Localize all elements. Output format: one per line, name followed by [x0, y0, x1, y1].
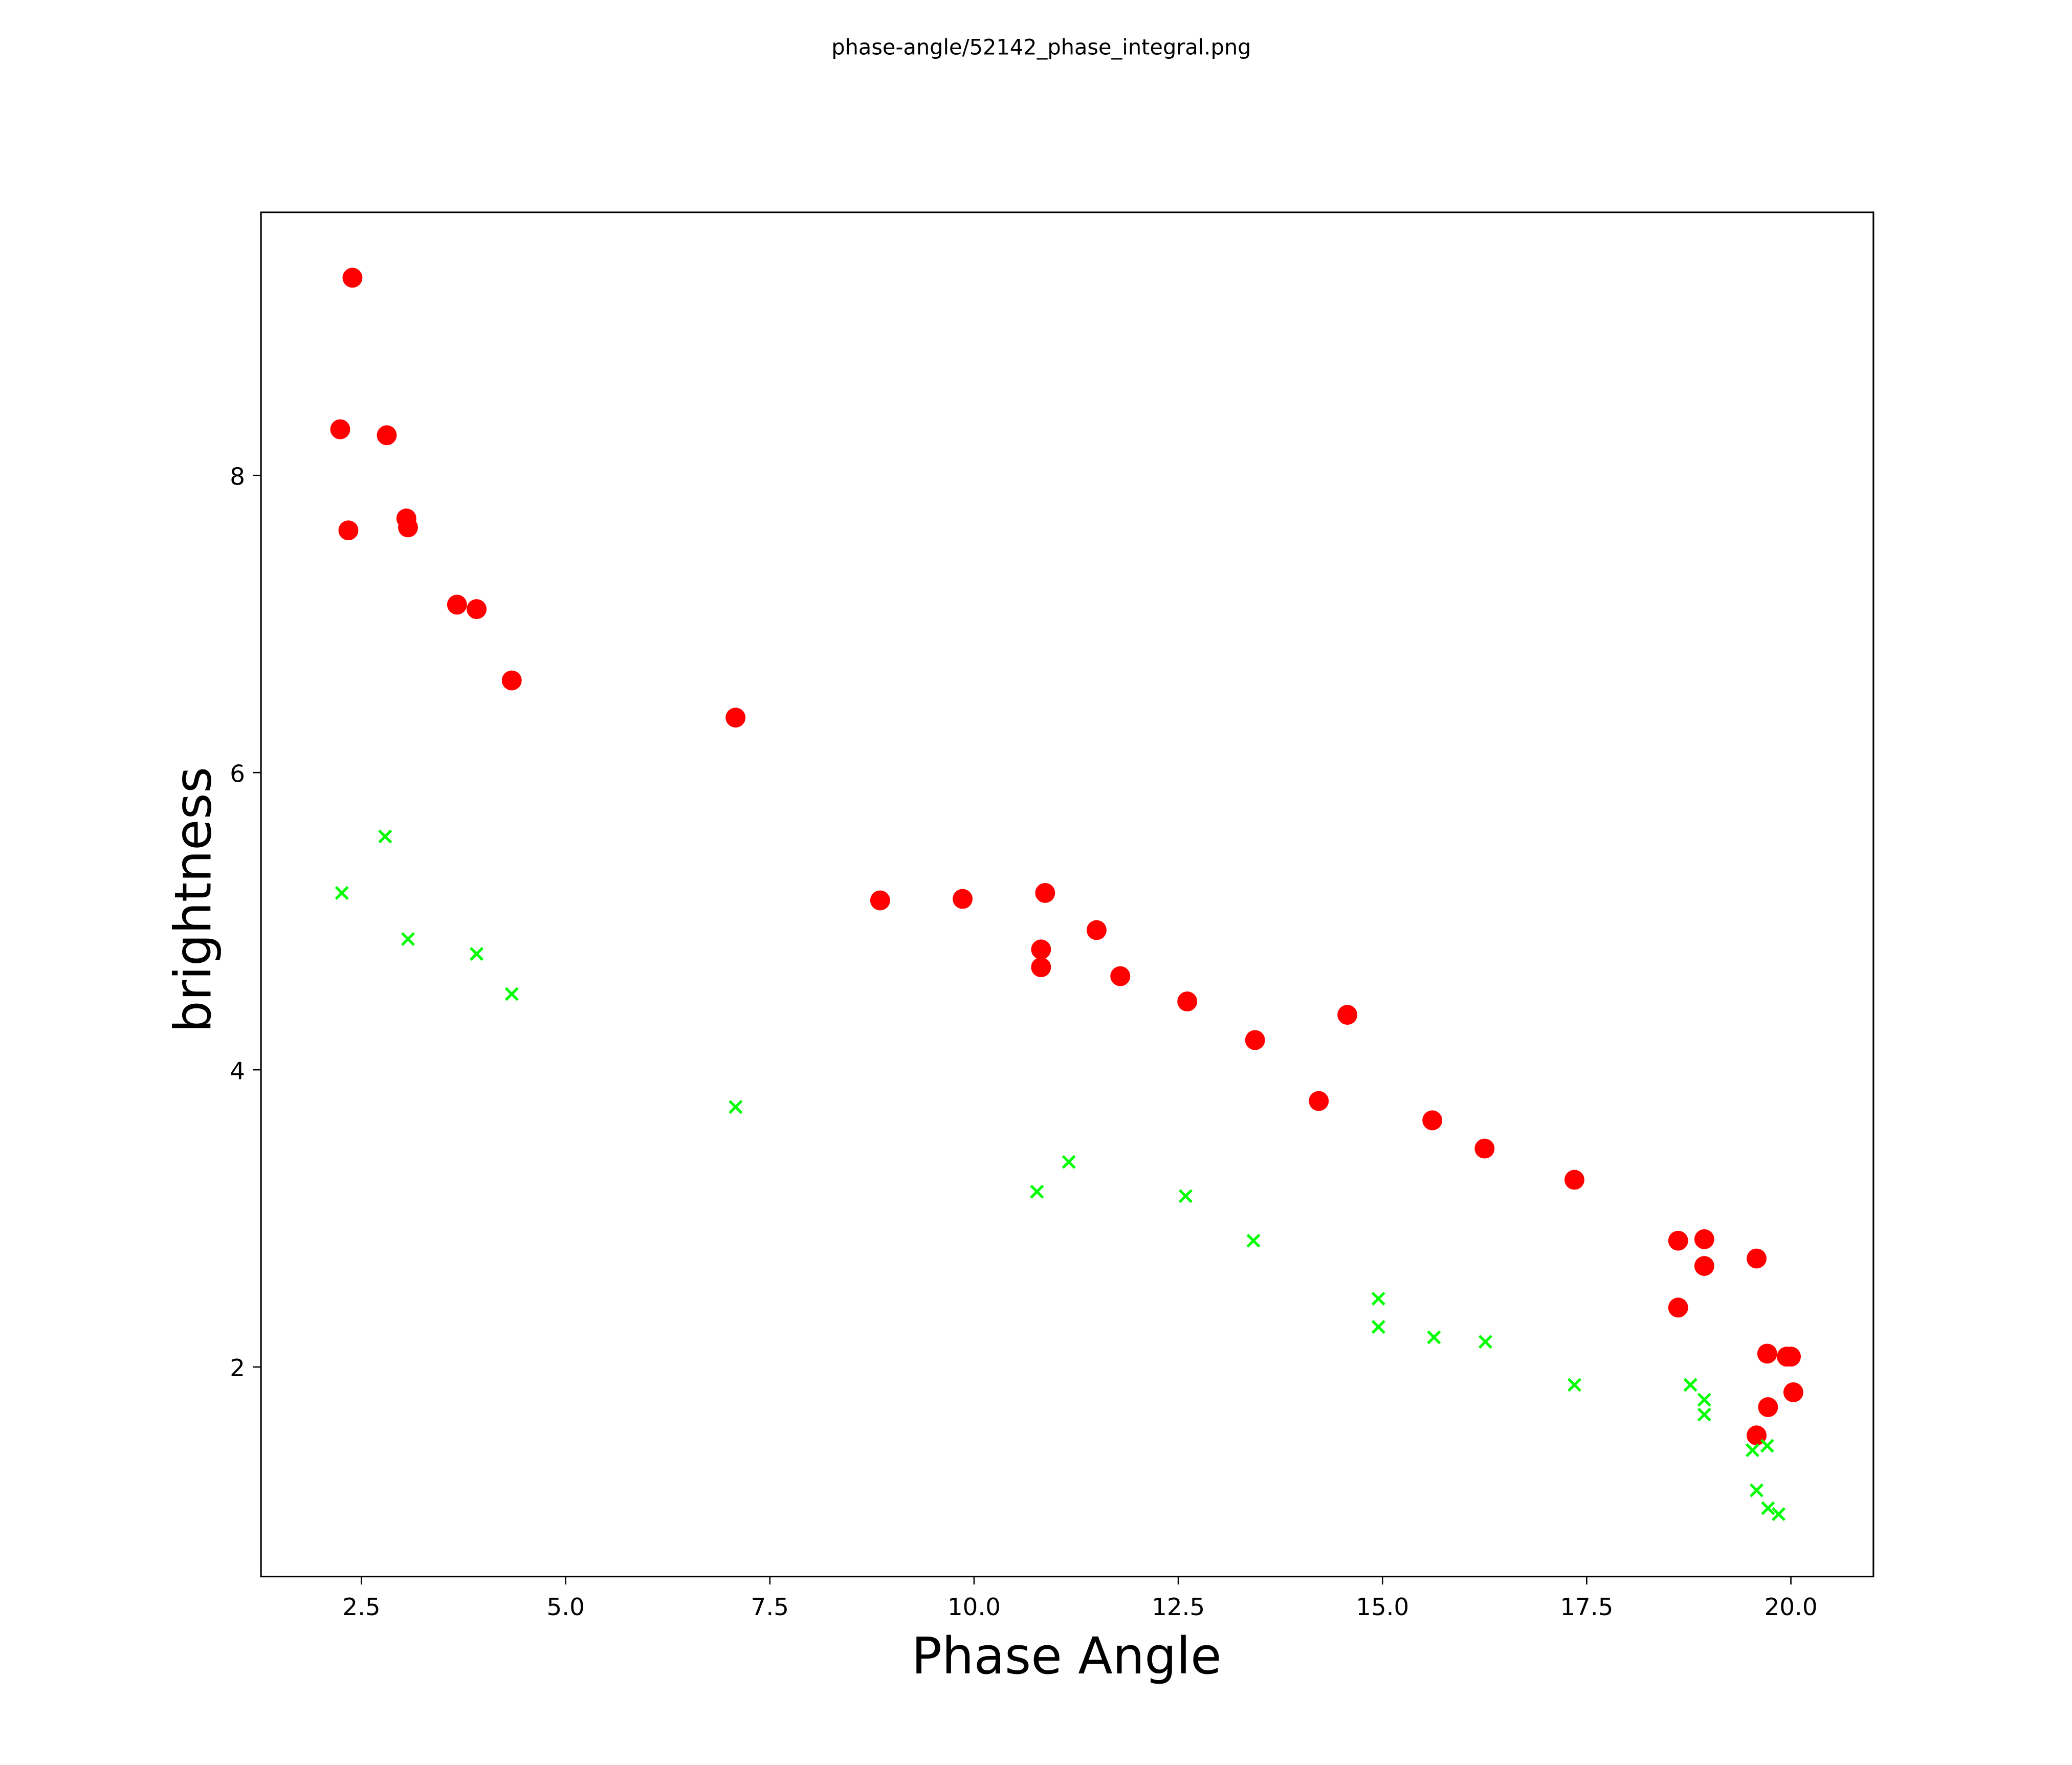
- green-data-point: [1697, 1393, 1711, 1407]
- red-data-point: [501, 670, 522, 691]
- green-data-point: [1427, 1330, 1441, 1344]
- red-data-point: [1668, 1297, 1688, 1318]
- red-data-point: [953, 889, 973, 909]
- red-data-point: [1309, 1091, 1329, 1111]
- red-data-point: [1177, 991, 1198, 1011]
- red-data-point: [1337, 1005, 1358, 1025]
- red-data-point: [1694, 1256, 1714, 1276]
- red-data-point: [342, 268, 363, 288]
- red-data-point: [870, 890, 890, 911]
- red-data-point: [1086, 920, 1107, 940]
- green-data-point: [1746, 1443, 1760, 1458]
- green-data-point: [1697, 1407, 1711, 1422]
- x-tick-label: 20.0: [1765, 1594, 1818, 1621]
- green-data-point: [378, 829, 392, 844]
- x-axis-ticks: 2.5 5.0 7.5 10.0 12.5 15.0 17.5 20.0: [342, 1576, 1818, 1621]
- x-tick-label: 15.0: [1356, 1594, 1409, 1621]
- red-data-point: [1110, 966, 1131, 986]
- y-tick-label: 6: [230, 760, 245, 788]
- green-data-point: [1246, 1233, 1261, 1248]
- green-data-point: [1761, 1501, 1775, 1515]
- y-axis-ticks: 2 4 6 8: [230, 463, 261, 1382]
- x-tick-label: 17.5: [1560, 1594, 1613, 1621]
- red-data-point: [1564, 1170, 1584, 1190]
- x-axis-label: Phase Angle: [912, 1627, 1222, 1686]
- red-data-point: [1031, 957, 1051, 978]
- red-data-point: [377, 425, 397, 446]
- y-axis-label: brightness: [165, 767, 223, 1033]
- y-tick-label: 8: [230, 463, 245, 491]
- green-data-point: [1772, 1507, 1786, 1521]
- x-tick-label: 7.5: [751, 1594, 789, 1621]
- plot-marks: [330, 268, 1803, 1521]
- green-data-point: [1683, 1378, 1698, 1392]
- red-data-point: [1031, 939, 1051, 960]
- red-data-point: [1758, 1397, 1778, 1417]
- red-data-point: [1245, 1030, 1265, 1050]
- red-data-point: [398, 517, 418, 538]
- y-tick-label: 2: [230, 1355, 245, 1382]
- x-tick-label: 12.5: [1152, 1594, 1205, 1621]
- red-data-point: [1694, 1229, 1714, 1249]
- green-data-point: [504, 987, 519, 1001]
- chart-title: phase-angle/52142_phase_integral.png: [831, 34, 1251, 59]
- green-data-point: [335, 886, 349, 900]
- green-data-point: [1478, 1335, 1492, 1349]
- x-tick-label: 5.0: [547, 1594, 585, 1621]
- green-data-point: [401, 932, 415, 946]
- x-tick-label: 10.0: [947, 1594, 1001, 1621]
- y-tick-label: 4: [230, 1057, 245, 1085]
- red-data-point: [467, 599, 487, 620]
- red-data-point: [447, 594, 467, 615]
- red-data-point: [1668, 1230, 1688, 1251]
- red-data-point: [1757, 1343, 1777, 1364]
- green-data-point: [1030, 1184, 1044, 1199]
- green-data-point: [729, 1100, 743, 1114]
- green-data-point: [1178, 1189, 1193, 1203]
- red-data-point: [1422, 1110, 1443, 1131]
- red-data-point: [1781, 1347, 1801, 1367]
- x-tick-label: 2.5: [342, 1594, 380, 1621]
- red-data-point: [725, 708, 746, 728]
- green-data-point: [1371, 1320, 1385, 1334]
- green-data-point: [1760, 1439, 1774, 1453]
- green-data-point: [1567, 1378, 1581, 1392]
- plot-frame: [260, 211, 1875, 1578]
- green-data-point: [1062, 1155, 1076, 1169]
- red-data-point: [1783, 1382, 1803, 1402]
- red-data-point: [330, 419, 350, 439]
- red-data-point: [1035, 882, 1055, 903]
- green-data-point: [470, 947, 484, 961]
- green-data-point: [1371, 1291, 1385, 1306]
- green-data-point: [1749, 1483, 1764, 1497]
- red-data-point: [1474, 1138, 1495, 1159]
- red-data-point: [1747, 1248, 1767, 1269]
- red-data-point: [338, 520, 359, 541]
